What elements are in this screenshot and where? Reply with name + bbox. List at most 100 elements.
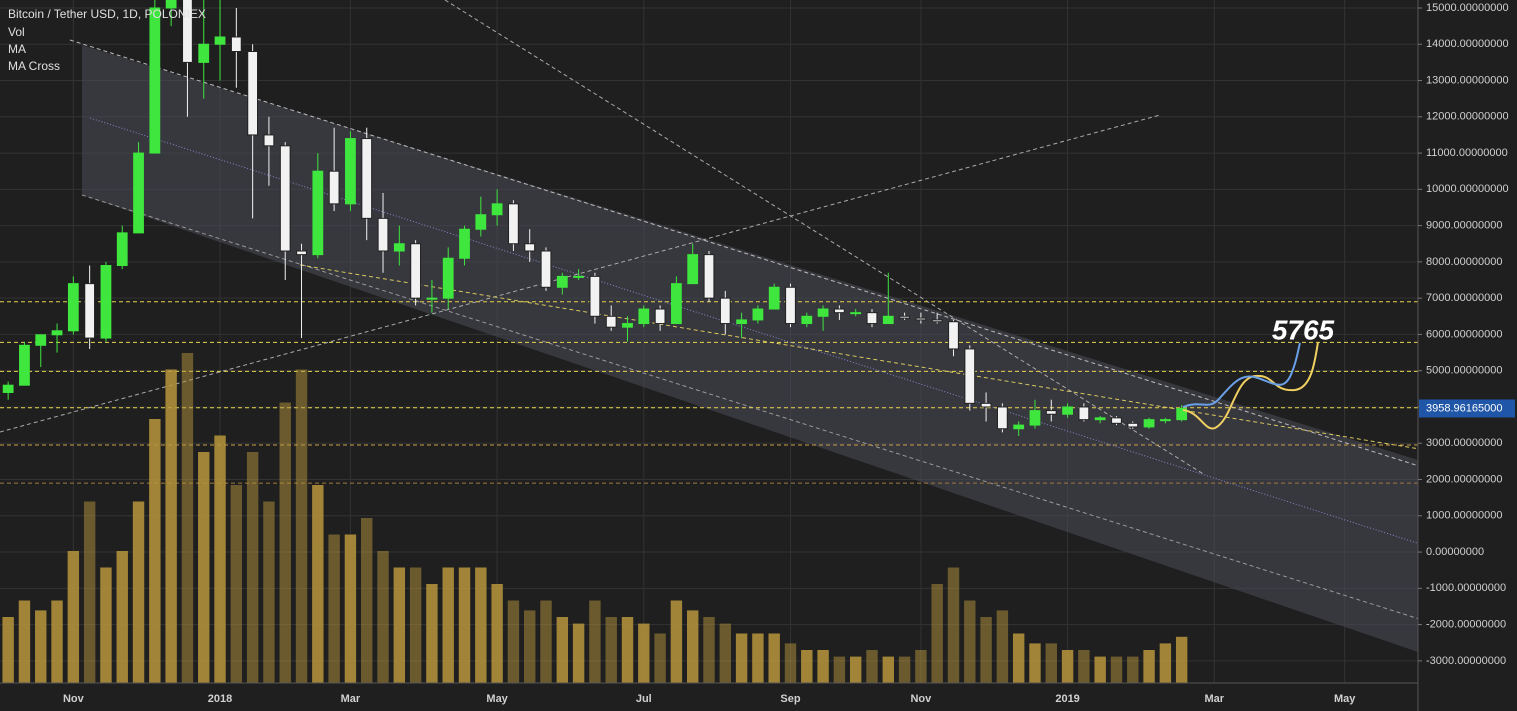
- candle-body: [882, 315, 894, 325]
- x-tick-label: Nov: [63, 693, 85, 705]
- candle-body: [35, 334, 47, 346]
- legend-entry: Vol: [8, 25, 25, 39]
- candle-body: [214, 36, 226, 45]
- y-tick-label: 1000.00000000: [1426, 510, 1502, 522]
- x-tick-label: Sep: [780, 693, 800, 705]
- x-tick-label: 2018: [208, 693, 232, 705]
- y-tick-label: 8000.00000000: [1426, 256, 1502, 268]
- volume-bar: [51, 600, 63, 683]
- price-label-box: [1419, 399, 1515, 418]
- volume-bar: [833, 656, 846, 683]
- volume-bar: [149, 419, 161, 683]
- candle-body: [915, 317, 927, 321]
- candle-body: [508, 203, 519, 245]
- candle-body: [785, 286, 796, 325]
- volume-bar: [1078, 650, 1090, 683]
- y-tick-label: 9000.00000000: [1426, 220, 1502, 232]
- y-tick-label: 15000.00000000: [1426, 2, 1509, 14]
- candle-body: [1029, 410, 1041, 426]
- volume-bar: [964, 600, 976, 683]
- candle-body: [524, 243, 536, 252]
- volume-bar: [589, 600, 601, 683]
- volume-bar: [1143, 650, 1155, 683]
- candle-body: [671, 283, 682, 325]
- volume-bar: [377, 551, 389, 683]
- candle-body: [377, 217, 389, 252]
- candle-body: [491, 203, 503, 216]
- candle-body: [719, 297, 731, 325]
- volume-bar: [931, 584, 943, 683]
- volume-bar: [475, 567, 487, 683]
- candle-body: [834, 308, 845, 314]
- trend-line: [89, 117, 1418, 544]
- candle-body: [426, 297, 438, 300]
- candle-body: [801, 315, 813, 325]
- volume-bar: [621, 617, 634, 683]
- volume-bar: [784, 643, 797, 683]
- candle-body: [198, 43, 210, 63]
- volume-bar: [116, 551, 128, 683]
- candle-body: [149, 7, 161, 154]
- volume-bar: [1045, 643, 1057, 683]
- candle-body: [410, 243, 422, 299]
- x-tick-label: Jul: [636, 693, 652, 705]
- legend-entry: MA Cross: [8, 59, 60, 73]
- volume-bar: [442, 567, 454, 683]
- volume-bar: [328, 534, 340, 683]
- y-tick-label: -1000.00000000: [1426, 582, 1506, 594]
- y-tick-label: 7000.00000000: [1426, 292, 1502, 304]
- x-tick-label: Mar: [341, 693, 361, 705]
- candle-body: [279, 145, 291, 252]
- volume-bar: [524, 610, 536, 683]
- candle-body: [1078, 406, 1090, 421]
- volume-bar: [556, 617, 569, 683]
- volume-bar: [165, 369, 177, 683]
- volume-bar: [491, 584, 503, 683]
- volume-bar: [947, 567, 960, 683]
- volume-bar: [1012, 633, 1025, 683]
- candle-body: [540, 250, 552, 288]
- volume-bar: [605, 617, 617, 683]
- candle-body: [589, 275, 601, 317]
- candle-body: [116, 232, 128, 267]
- volume-bar: [100, 567, 112, 683]
- trend-line: [0, 114, 1161, 433]
- candle-body: [1062, 406, 1073, 415]
- projection: [1182, 341, 1319, 430]
- volume-bar: [1175, 636, 1188, 683]
- volume-bar: [719, 623, 732, 683]
- candle-body: [2, 384, 14, 393]
- volume-bar: [1159, 643, 1172, 683]
- x-tick-label: May: [1334, 693, 1356, 705]
- candle-body: [964, 348, 976, 404]
- candle-body: [182, 0, 193, 63]
- volume-bar: [540, 600, 552, 683]
- volume-bar: [686, 610, 699, 683]
- volume-bar: [83, 501, 96, 683]
- candle-body: [768, 286, 780, 310]
- volume-bar: [67, 551, 80, 683]
- volume-bar: [752, 633, 764, 683]
- candle-body: [19, 344, 30, 386]
- candle-body: [393, 243, 405, 252]
- volume-bar: [181, 353, 194, 683]
- projection: [1182, 342, 1301, 408]
- volume-bar: [980, 617, 992, 683]
- volume-bar: [915, 650, 927, 683]
- volume-bar: [361, 518, 373, 683]
- volume-bar: [246, 452, 259, 683]
- candle-body: [1143, 419, 1155, 428]
- candle-body: [622, 323, 633, 328]
- volume-bar: [198, 452, 210, 683]
- volume-bar: [393, 567, 406, 683]
- volume-bar: [279, 402, 291, 683]
- volume-bar: [132, 501, 145, 683]
- x-tick-label: Nov: [910, 693, 932, 705]
- volume-bar: [882, 656, 894, 683]
- candle-body: [475, 214, 487, 230]
- volume-bar: [1061, 650, 1074, 683]
- x-tick-label: 2019: [1055, 693, 1079, 705]
- candle-body: [948, 321, 959, 350]
- x-tick-label: Mar: [1204, 693, 1224, 705]
